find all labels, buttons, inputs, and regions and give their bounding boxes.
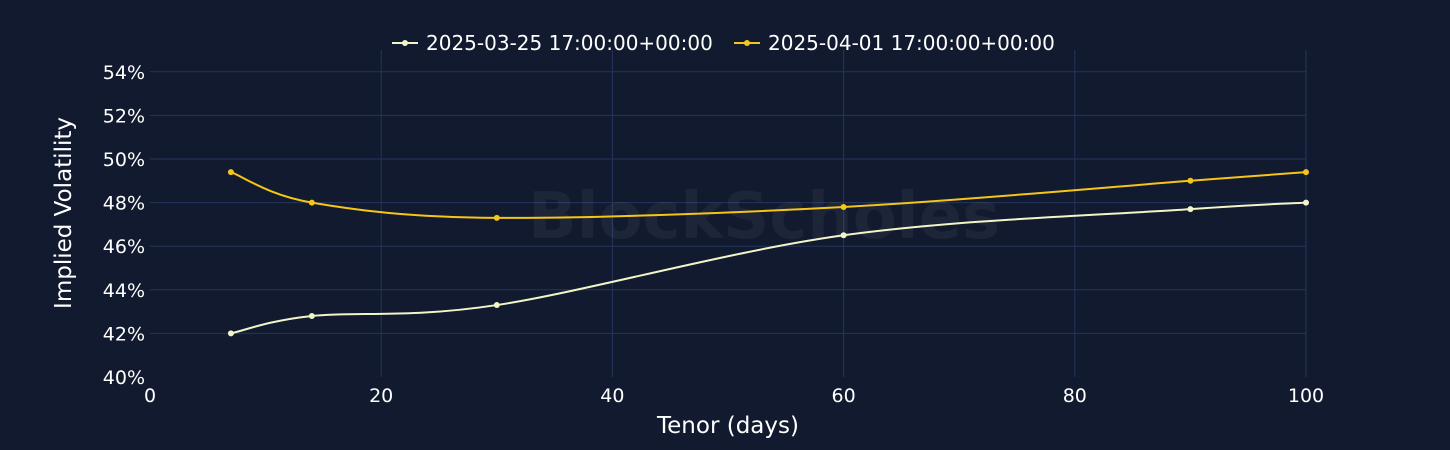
x-axis-title: Tenor (days) — [656, 413, 799, 439]
x-tick-label: 40 — [600, 385, 624, 407]
y-tick-label: 54% — [103, 62, 145, 84]
legend-item-2[interactable]: 2025-04-01 17:00:00+00:00 — [734, 31, 1055, 55]
data-point[interactable] — [840, 232, 847, 239]
data-point[interactable] — [493, 302, 500, 309]
x-tick-label: 20 — [369, 385, 393, 407]
legend-label: 2025-04-01 17:00:00+00:00 — [768, 31, 1055, 55]
legend-label: 2025-03-25 17:00:00+00:00 — [426, 31, 713, 55]
y-axis-ticks: 40% 42% 44% 46% 48% 50% 52% 54% — [103, 62, 145, 389]
y-tick-label: 44% — [103, 280, 145, 302]
series-2 — [227, 169, 1309, 221]
x-tick-label: 60 — [832, 385, 856, 407]
data-point[interactable] — [308, 312, 315, 319]
data-point[interactable] — [1187, 206, 1194, 213]
x-tick-label: 100 — [1288, 385, 1324, 407]
x-tick-label: 0 — [144, 385, 156, 407]
data-point[interactable] — [227, 169, 234, 176]
y-tick-label: 50% — [103, 149, 145, 171]
legend[interactable]: 2025-03-25 17:00:00+00:00 2025-04-01 17:0… — [392, 31, 1055, 55]
y-tick-label: 46% — [103, 236, 145, 258]
y-axis-title: Implied Volatility — [51, 117, 77, 309]
x-axis-ticks: 0 20 40 60 80 100 — [144, 385, 1324, 407]
legend-item-1[interactable]: 2025-03-25 17:00:00+00:00 — [392, 31, 713, 55]
data-point[interactable] — [493, 214, 500, 221]
data-point[interactable] — [308, 199, 315, 206]
data-point[interactable] — [840, 203, 847, 210]
y-tick-label: 40% — [103, 367, 145, 389]
y-tick-label: 48% — [103, 193, 145, 215]
data-point[interactable] — [1303, 169, 1309, 176]
data-point[interactable] — [1303, 199, 1309, 206]
data-point[interactable] — [1187, 177, 1194, 184]
y-tick-label: 42% — [103, 323, 145, 345]
data-point[interactable] — [227, 330, 234, 337]
series-1 — [227, 199, 1309, 337]
y-tick-label: 52% — [103, 105, 145, 127]
legend-marker-icon — [402, 40, 408, 46]
legend-marker-icon — [744, 40, 750, 46]
grid — [150, 50, 1307, 377]
x-tick-label: 80 — [1063, 385, 1087, 407]
series-layer — [227, 169, 1309, 337]
